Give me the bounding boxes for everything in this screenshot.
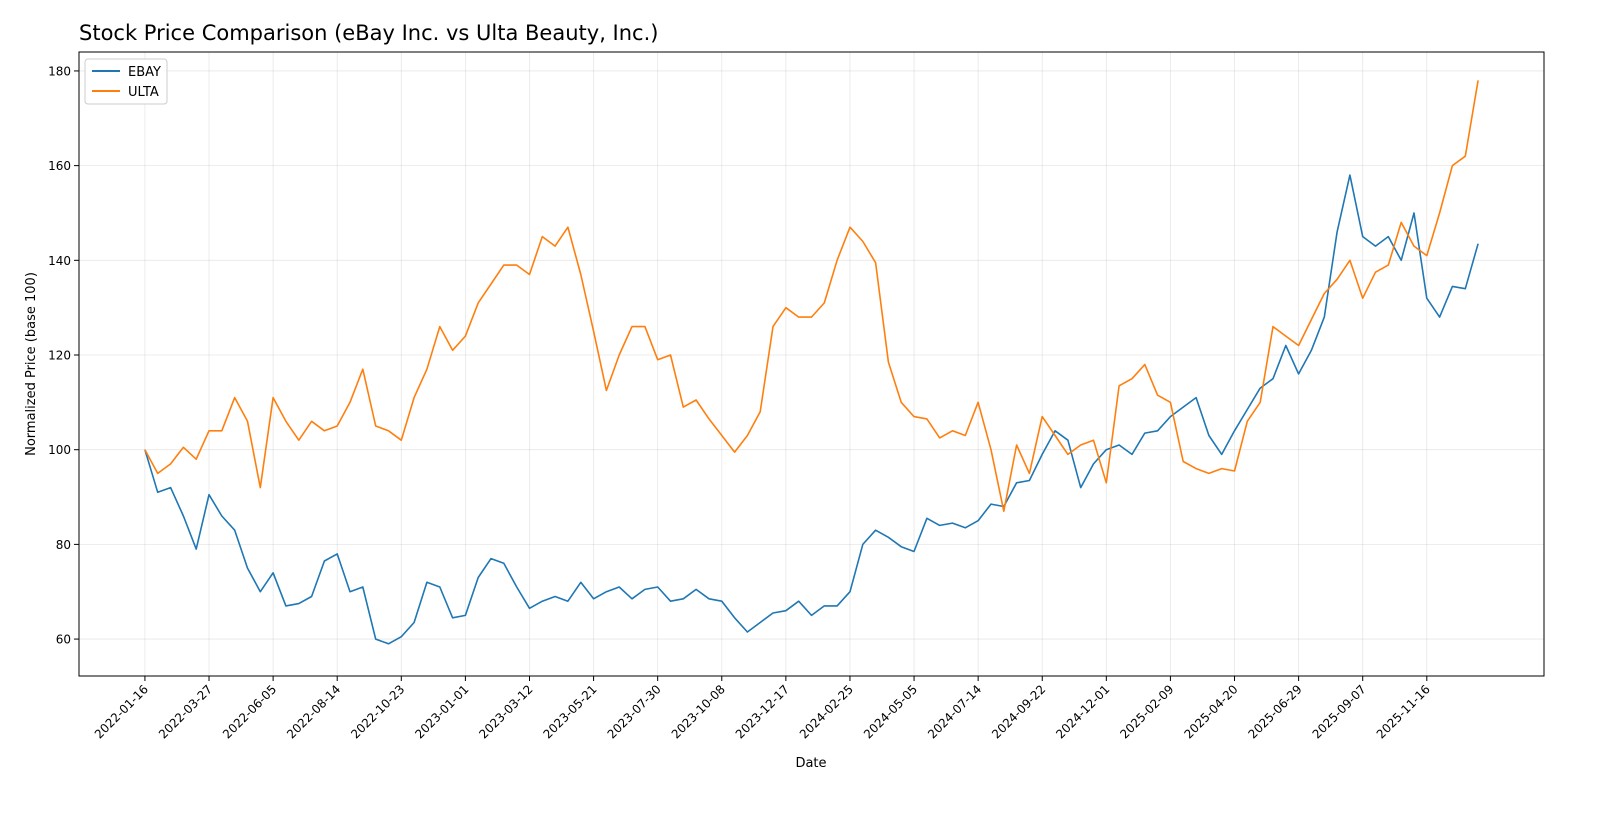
x-tick-label: 2022-06-05 bbox=[220, 682, 279, 741]
chart-title: Stock Price Comparison (eBay Inc. vs Ult… bbox=[79, 21, 658, 45]
y-tick-label: 160 bbox=[48, 159, 71, 173]
y-tick-label: 80 bbox=[56, 538, 71, 552]
legend-label-ebay: EBAY bbox=[128, 65, 161, 80]
x-tick-label: 2024-09-22 bbox=[989, 682, 1048, 741]
x-tick-label: 2023-05-21 bbox=[540, 682, 599, 741]
y-tick-label: 120 bbox=[48, 349, 71, 363]
y-tick-label: 180 bbox=[48, 64, 71, 78]
x-tick-label: 2025-09-07 bbox=[1310, 682, 1369, 741]
x-tick-label: 2023-07-30 bbox=[605, 682, 664, 741]
x-tick-label: 2025-06-29 bbox=[1246, 682, 1305, 741]
plot-area bbox=[79, 52, 1544, 676]
x-tick-label: 2024-05-05 bbox=[861, 682, 920, 741]
x-tick-label: 2022-03-27 bbox=[156, 682, 215, 741]
x-tick-label: 2025-04-20 bbox=[1181, 682, 1240, 741]
x-tick-label: 2024-02-25 bbox=[797, 682, 856, 741]
x-tick-label: 2023-03-12 bbox=[476, 682, 535, 741]
x-tick-label: 2023-01-01 bbox=[412, 682, 471, 741]
y-axis-label: Normalized Price (base 100) bbox=[24, 272, 39, 456]
legend: EBAY ULTA bbox=[85, 59, 167, 104]
y-axis-ticks: 60 80 100 120 140 160 180 bbox=[48, 64, 79, 646]
x-tick-label: 2022-01-16 bbox=[92, 682, 151, 741]
x-axis-label: Date bbox=[795, 756, 826, 771]
x-tick-label: 2023-12-17 bbox=[733, 682, 792, 741]
legend-label-ulta: ULTA bbox=[128, 85, 159, 100]
x-tick-label: 2022-08-14 bbox=[284, 682, 343, 741]
y-tick-label: 100 bbox=[48, 443, 71, 457]
x-tick-label: 2023-10-08 bbox=[669, 682, 728, 741]
x-tick-label: 2024-12-01 bbox=[1053, 682, 1112, 741]
y-tick-label: 60 bbox=[56, 633, 71, 647]
x-tick-label: 2025-02-09 bbox=[1117, 682, 1176, 741]
y-tick-label: 140 bbox=[48, 254, 71, 268]
x-tick-label: 2025-11-16 bbox=[1374, 682, 1433, 741]
x-tick-label: 2022-10-23 bbox=[348, 682, 407, 741]
x-tick-label: 2024-07-14 bbox=[925, 682, 984, 741]
